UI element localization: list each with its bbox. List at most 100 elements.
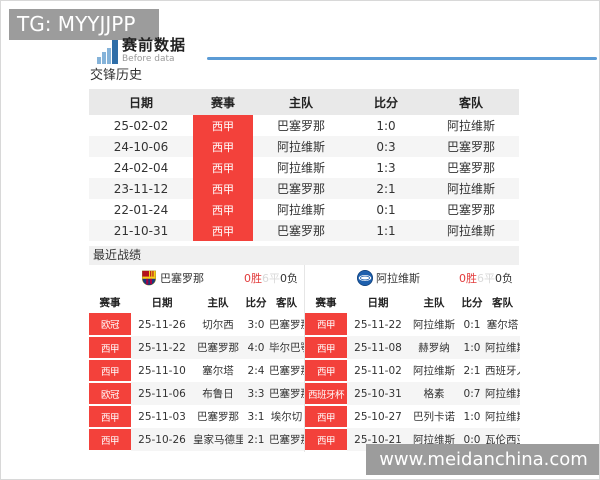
header-divider-line [207, 57, 597, 60]
brand-header: 赛前数据 Before data [97, 38, 186, 64]
table-row: 西甲 25-11-22 阿拉维斯 0:1 塞尔塔 [305, 313, 520, 337]
team-name: 巴塞罗那 [160, 272, 204, 285]
record-draws: 6平 [477, 272, 495, 285]
cell-home: 切尔西 [202, 319, 234, 331]
cell-comp: 西甲 [305, 405, 347, 429]
cell-away: 阿拉维斯 [423, 178, 519, 199]
col-header-date: 日期 [131, 291, 193, 313]
team-name: 阿拉维斯 [376, 272, 420, 285]
cell-home: 塞尔塔 [202, 365, 234, 377]
cell-home: 巴塞罗那 [276, 119, 325, 133]
cell-comp: 西甲 [89, 428, 131, 452]
table-row: 23-11-12 西甲 巴塞罗那 2:1 阿拉维斯 [89, 178, 519, 199]
cell-score: 0:7 [459, 382, 485, 405]
cell-away: 巴塞罗那 [446, 203, 495, 217]
table-row: 欧冠 25-11-26 切尔西 3:0 巴塞罗那 [89, 313, 304, 337]
table-row: 西甲 25-11-10 塞尔塔 2:4 巴塞罗那 [89, 359, 304, 383]
cell-score: 2:1 [243, 428, 269, 451]
record-losses: 0负 [495, 272, 513, 285]
col-header-away: 客队 [423, 89, 519, 115]
cell-home: 阿拉维斯 [253, 136, 349, 157]
table-row: 西甲 25-10-27 巴列卡诺 1:0 阿拉维斯 [305, 405, 520, 429]
cell-home: 巴塞罗那 [197, 411, 239, 423]
cell-comp: 西甲 [305, 336, 347, 360]
cell-away: 毕尔巴鄂竞技 [269, 336, 304, 359]
cell-home: 布鲁日 [193, 382, 243, 405]
cell-home: 巴塞罗那 [253, 178, 349, 199]
bar-chart-icon [97, 40, 119, 64]
cell-away: 阿拉维斯 [485, 411, 520, 423]
cell-away: 巴塞罗那 [446, 161, 495, 175]
site-watermark: www.meidanchina.com [366, 444, 599, 475]
section-title-h2h: 交锋历史 [90, 68, 143, 83]
cell-date: 21-10-31 [89, 220, 193, 241]
cell-score: 1:0 [463, 410, 481, 423]
panel-barcelona: 巴塞罗那 0胜6平0负 赛事 日期 主队 比分 客队 欧冠 25-11-26 切尔西… [89, 265, 304, 452]
cell-comp: 西甲 [305, 359, 347, 383]
panel-alaves: 阿拉维斯 0胜6平0负 赛事 日期 主队 比分 客队 西甲 25-11-22 阿拉维… [304, 265, 520, 452]
recent-form-panels: 巴塞罗那 0胜6平0负 赛事 日期 主队 比分 客队 欧冠 25-11-26 切尔西… [89, 265, 520, 452]
cell-home: 阿拉维斯 [413, 365, 455, 377]
h2h-header-row: 日期 赛事 主队 比分 客队 [89, 89, 519, 115]
cell-comp: 西甲 [193, 199, 253, 220]
cell-date: 25-10-27 [354, 410, 402, 423]
cell-date: 25-11-02 [354, 364, 402, 377]
cell-comp: 西甲 [89, 405, 131, 429]
tg-watermark: TG: MYYJJPP [9, 9, 159, 40]
record-wins: 0胜 [459, 272, 477, 285]
cell-away: 巴塞罗那 [269, 319, 304, 331]
col-header-home: 主队 [193, 291, 243, 313]
team-row-barcelona: 巴塞罗那 0胜6平0负 [89, 265, 304, 291]
record-losses: 0负 [280, 272, 298, 285]
cell-date: 23-11-12 [89, 178, 193, 199]
cell-score: 1:3 [376, 160, 396, 175]
col-header-home: 主队 [409, 291, 459, 313]
cell-comp: 西甲 [193, 115, 253, 136]
cell-home: 巴塞罗那 [193, 336, 243, 359]
cell-away: 巴塞罗那 [269, 382, 304, 405]
record-wins: 0胜 [244, 272, 262, 285]
col-header-comp: 赛事 [305, 291, 347, 313]
brand-title: 赛前数据 [122, 36, 187, 54]
cell-comp: 西甲 [193, 220, 253, 241]
cell-comp: 西甲 [89, 336, 131, 360]
cell-comp: 西甲 [305, 428, 347, 452]
recent-table-barcelona: 赛事 日期 主队 比分 客队 欧冠25-11-26切尔西3:0巴塞罗那西甲25-… [89, 291, 304, 452]
cell-home: 皇家马德里 [193, 428, 243, 451]
team-record: 0胜6平0负 [244, 270, 298, 286]
cell-score: 2:1 [463, 364, 481, 377]
table-row: 21-10-31 西甲 巴塞罗那 1:1 阿拉维斯 [89, 220, 519, 241]
table-row: 25-02-02 西甲 巴塞罗那 1:0 阿拉维斯 [89, 115, 519, 136]
cell-score: 2:4 [247, 364, 265, 377]
barcelona-crest [142, 270, 156, 286]
section-title-recent: 最近战绩 [89, 246, 519, 265]
recent-table-alaves: 赛事 日期 主队 比分 客队 西甲 25-11-22 阿拉维斯 0:1 塞尔塔 西甲 25-… [305, 291, 520, 452]
cell-away: 巴塞罗那 [269, 428, 304, 451]
col-header-date: 日期 [347, 291, 409, 313]
col-header-score: 比分 [243, 291, 269, 313]
table-row: 24-10-06 西甲 阿拉维斯 0:3 巴塞罗那 [89, 136, 519, 157]
cell-home: 阿拉维斯 [413, 319, 455, 331]
cell-date: 25-11-06 [131, 382, 193, 405]
cell-comp: 西甲 [193, 178, 253, 199]
table-row: 西甲 25-11-02 阿拉维斯 2:1 西班牙人 [305, 359, 520, 383]
cell-score: 3:1 [247, 410, 265, 423]
cell-date: 25-11-08 [347, 336, 409, 359]
record-draws: 6平 [262, 272, 280, 285]
col-header-home: 主队 [253, 89, 349, 115]
col-header-comp: 赛事 [193, 89, 253, 115]
col-header-away: 客队 [269, 291, 304, 313]
cell-comp: 欧冠 [89, 313, 131, 337]
cell-away: 阿拉维斯 [485, 382, 520, 405]
cell-score: 3:3 [243, 382, 269, 405]
col-header-away: 客队 [485, 291, 520, 313]
cell-score: 2:1 [349, 178, 423, 199]
cell-away: 埃尔切 [270, 411, 303, 423]
cell-score: 4:0 [243, 336, 269, 359]
cell-home: 巴列卡诺 [413, 411, 455, 423]
